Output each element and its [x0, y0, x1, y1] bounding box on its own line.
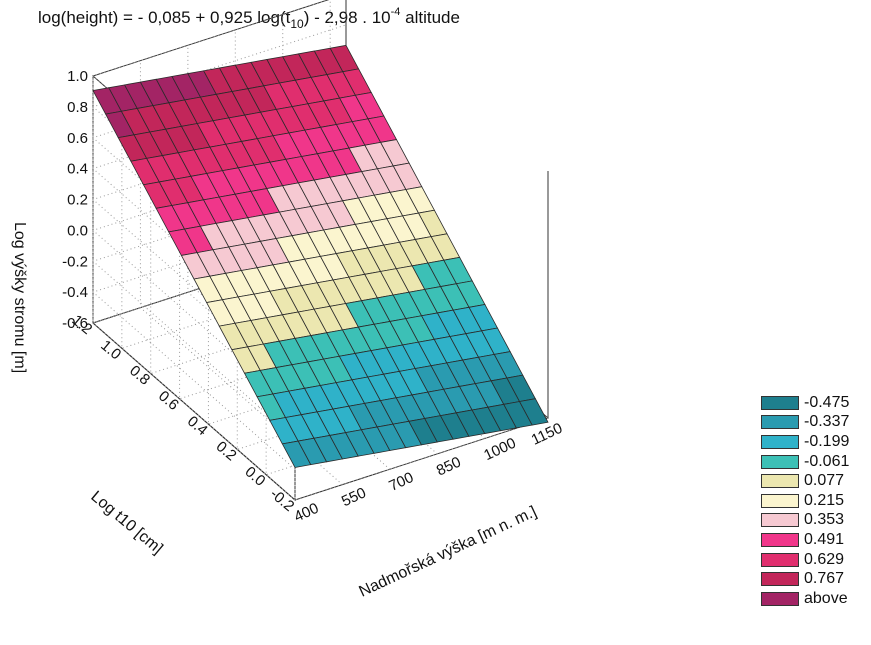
legend-entry: -0.061 [761, 452, 849, 472]
legend-entry: 0.215 [761, 491, 849, 511]
legend-entry: 0.353 [761, 511, 849, 531]
y-tick-label: 1.0 [97, 337, 124, 363]
legend-swatch [761, 572, 799, 587]
z-tick-label: 0.0 [67, 222, 88, 239]
z-axis-label: Log výšky stromu [m] [11, 222, 28, 373]
x-tick-label: 700 [386, 469, 416, 495]
legend-swatch [761, 415, 799, 430]
legend-label: -0.199 [804, 432, 850, 450]
legend-swatch [761, 434, 799, 449]
z-tick-label: 0.8 [67, 99, 88, 116]
z-tick-label: 1.0 [67, 68, 88, 85]
x-axis-label: Nadmořská výška [m n. m.] [357, 503, 540, 600]
legend-entry: 0.767 [761, 569, 849, 589]
legend-label: 0.491 [804, 530, 845, 548]
z-tick-label: 0.4 [67, 161, 88, 178]
x-tick-label: 550 [339, 484, 369, 510]
grid-line [92, 55, 347, 316]
z-tick-label: -0.4 [62, 284, 88, 301]
grid-line [92, 178, 347, 439]
y-tick-label: 0.2 [213, 438, 240, 464]
legend-swatch [761, 552, 799, 567]
legend-label: 0.767 [804, 570, 845, 588]
legend-label: -0.475 [804, 393, 850, 411]
legend-entry: 0.629 [761, 550, 849, 570]
y-tick-label: 0.8 [126, 362, 153, 388]
legend-label: 0.353 [804, 511, 845, 529]
legend-swatch [761, 474, 799, 489]
x-tick-label: 850 [434, 454, 464, 480]
surface-cell [518, 398, 549, 426]
legend-swatch [761, 513, 799, 528]
y-tick-label: 0.0 [242, 463, 269, 489]
legend-entry: -0.337 [761, 413, 849, 433]
z-tick-label: -0.2 [62, 253, 88, 270]
legend-label: 0.215 [804, 491, 845, 509]
z-tick-label: -0.6 [62, 315, 88, 332]
legend-label: -0.061 [804, 452, 850, 470]
legend-swatch [761, 532, 799, 547]
y-tick-label: 0.4 [184, 413, 211, 439]
y-axis-label: Log t10 [cm] [87, 488, 165, 558]
legend-label: above [804, 589, 848, 607]
legend: -0.475 -0.337 -0.199 -0.061 0.077 0.215 0.353 0… [761, 393, 849, 609]
legend-entry: 0.491 [761, 530, 849, 550]
grid-line [92, 147, 347, 408]
legend-swatch [761, 454, 799, 469]
legend-label: 0.077 [804, 472, 845, 490]
grid-line [294, 253, 549, 501]
grid-line [92, 76, 296, 501]
z-tick-label: 0.6 [67, 130, 88, 147]
legend-entry: 0.077 [761, 471, 849, 491]
legend-swatch [761, 591, 799, 606]
x-tick-label: 1000 [481, 435, 518, 465]
legend-label: -0.337 [804, 413, 850, 431]
legend-entry: above [761, 589, 849, 609]
legend-entry: -0.475 [761, 393, 849, 413]
chart-title: log(height) = - 0,085 + 0,925 log(t10) -… [38, 6, 460, 31]
legend-swatch [761, 395, 799, 410]
legend-swatch [761, 493, 799, 508]
legend-entry: -0.199 [761, 432, 849, 452]
grid-line [187, 45, 391, 470]
y-tick-label: 0.6 [155, 387, 182, 413]
z-tick-label: 0.2 [67, 192, 88, 209]
legend-label: 0.629 [804, 550, 845, 568]
